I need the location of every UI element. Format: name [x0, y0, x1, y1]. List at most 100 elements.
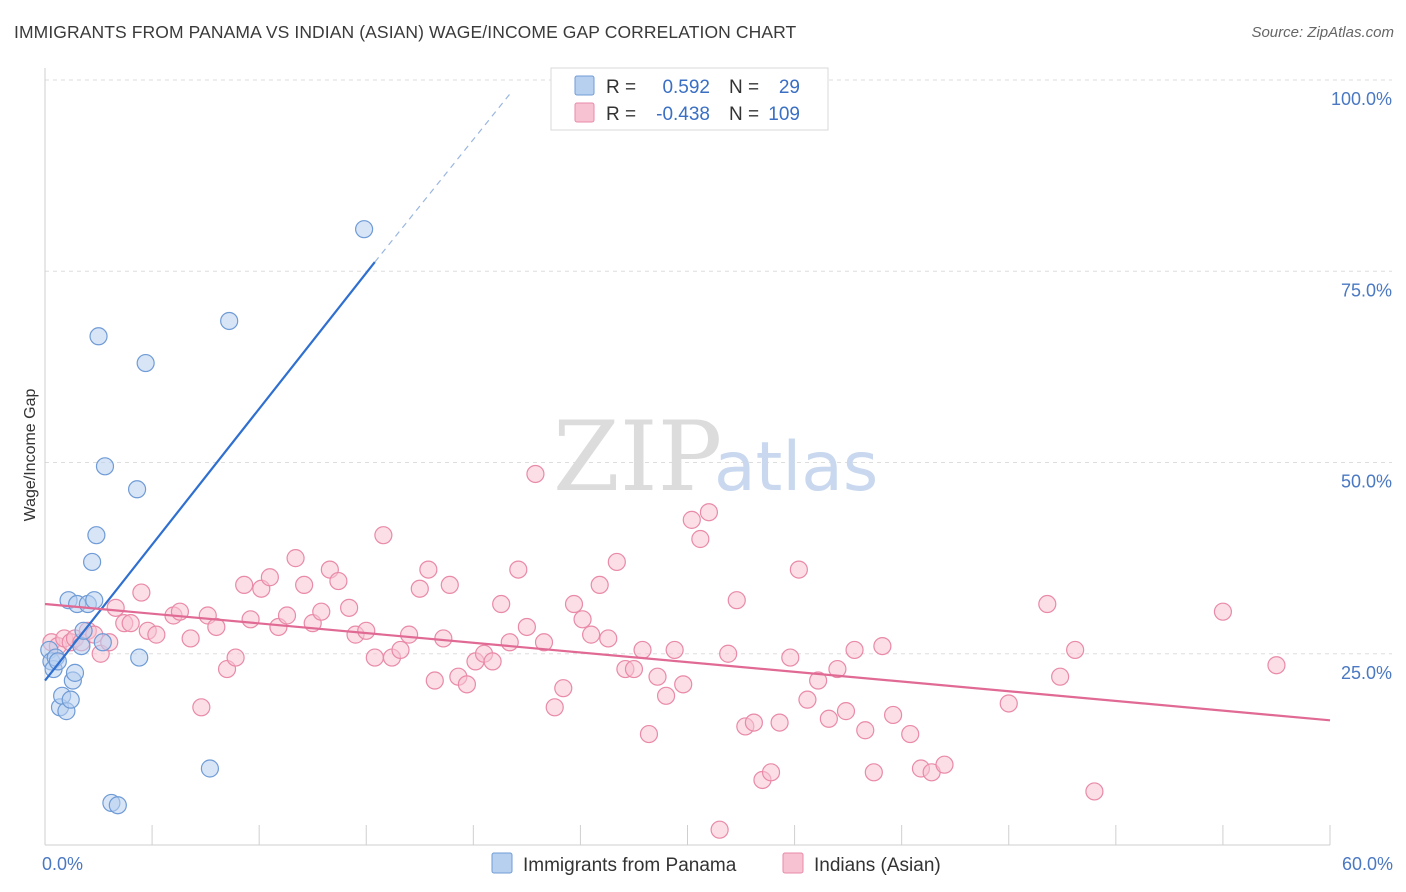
indians-point-15	[147, 625, 166, 644]
indians-point-55	[500, 633, 519, 652]
indians-point-43	[399, 625, 419, 644]
indians-point-18	[181, 629, 200, 648]
indians-point-104	[1038, 594, 1057, 614]
watermark-zip: ZIP	[553, 401, 722, 513]
panama-trend-extension	[374, 91, 513, 263]
y-tick-label-100: 100.0%	[1331, 89, 1392, 109]
indians-point-23	[226, 648, 245, 667]
indians-point-77	[691, 529, 710, 549]
panama-point-18	[87, 526, 106, 545]
indians-point-36	[340, 598, 359, 617]
bottom-legend-panama: Immigrants from Panama	[523, 855, 737, 876]
indians-point-97	[873, 636, 892, 656]
legend-blue-r-value: 0.592	[662, 77, 710, 98]
indians-point-48	[440, 575, 459, 595]
indians-point-54	[492, 594, 511, 614]
panama-point-16	[83, 552, 102, 572]
legend-blue-n-value: 29	[779, 77, 800, 98]
grid-layer	[45, 79, 1392, 655]
panama-point-25	[130, 648, 149, 667]
legend-box	[550, 67, 829, 131]
indians-point-57	[517, 617, 536, 637]
indians-point-64	[582, 625, 601, 644]
bottom-legend-blue-swatch	[491, 852, 513, 874]
chart-title: IMMIGRANTS FROM PANAMA VS INDIAN (ASIAN)…	[14, 22, 797, 42]
panama-point-21	[95, 457, 115, 476]
indians-point-83	[744, 713, 763, 732]
indians-point-94	[845, 640, 864, 660]
legend-blue-r-label: R =	[606, 77, 636, 98]
indians-point-46	[425, 671, 444, 690]
indians-point-106	[1066, 640, 1085, 660]
indians-point-59	[534, 633, 554, 652]
indians-point-81	[727, 591, 746, 610]
legend-pink-swatch	[574, 102, 595, 123]
indians-point-75	[674, 675, 693, 694]
indians-point-70	[633, 640, 652, 660]
watermark: ZIP atlas	[553, 401, 878, 513]
indians-point-109	[1267, 656, 1286, 675]
indians-point-63	[573, 610, 592, 629]
indians-point-27	[260, 568, 279, 587]
indians-point-53	[483, 652, 502, 671]
watermark-atlas: atlas	[714, 428, 878, 507]
indians-point-90	[809, 671, 828, 690]
indians-point-108	[1213, 602, 1233, 621]
indians-point-67	[607, 552, 626, 572]
indians-point-29	[277, 606, 297, 625]
panama-point-20	[93, 633, 112, 652]
indians-point-91	[819, 709, 838, 728]
indians-point-93	[836, 702, 856, 721]
indians-point-39	[365, 648, 384, 667]
indians-point-88	[789, 560, 808, 579]
indians-point-79	[710, 820, 729, 839]
indians-point-105	[1051, 667, 1070, 686]
panama-point-17	[85, 591, 104, 610]
series-indians-asian-points	[42, 464, 1286, 839]
indians-point-72	[648, 667, 667, 686]
indians-point-92	[828, 659, 847, 679]
trend-lines	[44, 91, 1331, 722]
indians-point-86	[770, 713, 789, 732]
indians-point-80	[719, 644, 738, 663]
indians-point-35	[329, 571, 348, 591]
indians-point-33	[312, 602, 331, 621]
indians-point-44	[410, 579, 429, 598]
indians-point-66	[599, 629, 618, 648]
indians-point-89	[798, 690, 817, 709]
axis-layer: 25.0% 50.0% 75.0% 100.0% 0.0% 60.0%	[42, 68, 1393, 874]
y-tick-label-50: 50.0%	[1341, 472, 1392, 492]
panama-point-24	[127, 480, 147, 499]
indians-trend-line	[44, 602, 1331, 722]
indians-point-24	[235, 575, 254, 595]
legend-pink-r-label: R =	[606, 104, 636, 125]
legend-blue-n-label: N =	[729, 77, 759, 98]
series-legend: Immigrants from Panama Indians (Asian)	[491, 852, 941, 876]
y-tick-label-75: 75.0%	[1341, 280, 1392, 300]
legend-pink-n-value: 109	[768, 104, 800, 125]
legend-pink-r-value: -0.438	[656, 104, 710, 125]
bottom-legend-pink-swatch	[782, 852, 804, 874]
indians-point-30	[286, 549, 305, 568]
panama-point-19	[89, 327, 108, 346]
indians-point-103	[999, 694, 1018, 713]
indians-point-12	[121, 614, 140, 633]
indians-point-56	[509, 560, 528, 579]
panama-trend-line	[44, 261, 376, 682]
panama-point-28	[220, 311, 239, 331]
indians-point-40	[374, 526, 393, 545]
y-axis-label: Wage/Income Gap	[22, 389, 39, 522]
panama-point-9	[61, 690, 80, 709]
x-tick-label-max: 60.0%	[1342, 854, 1393, 874]
indians-point-10	[106, 598, 125, 617]
x-tick-label-min: 0.0%	[42, 854, 83, 874]
indians-point-45	[419, 560, 438, 579]
indians-point-38	[357, 621, 376, 640]
indians-point-25	[241, 610, 260, 629]
indians-point-62	[564, 594, 584, 614]
indians-point-102	[935, 755, 954, 774]
panama-point-23	[108, 796, 127, 815]
indians-point-65	[590, 575, 609, 595]
source-label: Source: ZipAtlas.com	[1251, 24, 1394, 41]
correlation-legend: R = 0.592 N = 29 R = -0.438 N = 109	[550, 67, 829, 131]
